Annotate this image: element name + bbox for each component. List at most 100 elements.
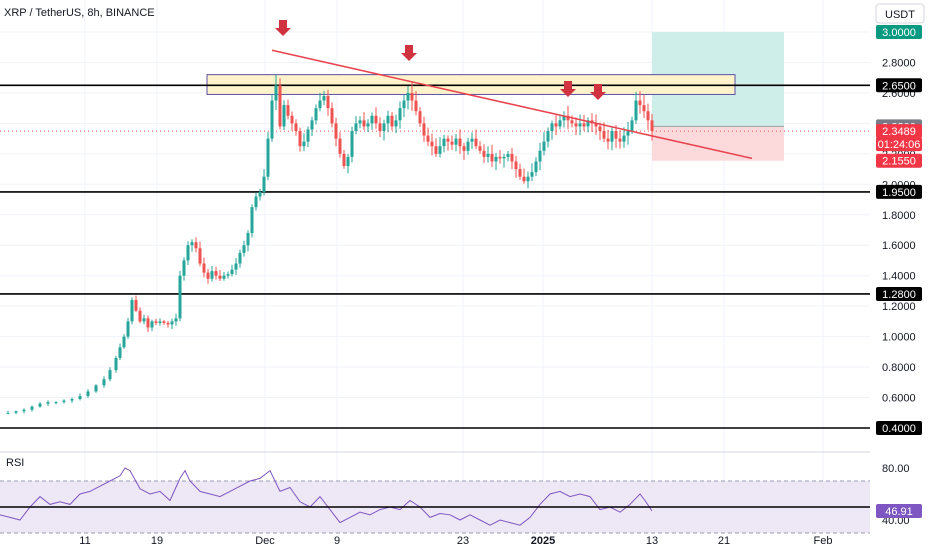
candle-body <box>466 141 470 151</box>
candle-body <box>402 100 406 109</box>
candle-body <box>338 138 342 154</box>
candle-body <box>258 191 262 197</box>
stop-badge: 2.1550 <box>882 156 916 168</box>
candle-body <box>554 123 558 127</box>
candle-body <box>350 131 354 157</box>
candle-body <box>326 95 330 109</box>
candle-body <box>546 131 550 142</box>
rsi-value-badge-bg <box>876 504 922 519</box>
candle-body <box>450 141 454 145</box>
candle-body <box>262 176 266 192</box>
candle-body <box>562 115 566 121</box>
candle-body <box>630 120 634 131</box>
candle-body <box>522 176 526 182</box>
trendline[interactable] <box>271 49 753 160</box>
target-badge-bg <box>876 25 922 39</box>
price-tick-label: 1.4000 <box>882 271 916 283</box>
candle-body <box>386 115 390 124</box>
candle-body <box>202 263 206 273</box>
candle-body <box>486 153 490 157</box>
candle-body <box>518 169 522 177</box>
candle-body <box>108 370 112 380</box>
candles <box>6 75 654 415</box>
horizontal-levels[interactable] <box>0 84 870 429</box>
candle-body <box>334 123 338 139</box>
candle-body <box>194 242 198 249</box>
candle-body <box>354 123 358 131</box>
candle-body <box>122 336 126 348</box>
candle-body <box>414 100 418 112</box>
candle-body <box>622 135 626 142</box>
candle-body <box>102 379 106 386</box>
candle-body <box>410 92 414 101</box>
candle-body <box>610 131 614 142</box>
candle-body <box>182 260 186 276</box>
currency-button[interactable]: USDT <box>885 9 915 21</box>
candle-body <box>30 406 34 410</box>
level-badge: 2.6500 <box>882 80 916 92</box>
down-arrows <box>275 20 606 100</box>
level-badge: 0.4000 <box>882 423 916 435</box>
candle-body <box>454 138 458 145</box>
candle-body <box>650 120 654 131</box>
time-tick-label: 9 <box>334 535 340 547</box>
candle-body <box>638 100 642 106</box>
candle-body <box>146 318 150 328</box>
candle-body <box>378 123 382 131</box>
down-arrow-icon <box>401 45 417 61</box>
candle-body <box>438 146 442 154</box>
candle-body <box>54 402 58 404</box>
candle-body <box>78 396 82 400</box>
candle-body <box>222 275 226 279</box>
rsi-tick-label: 80.00 <box>882 463 910 475</box>
candle-body <box>570 120 574 124</box>
time-tick-label: 11 <box>79 535 90 547</box>
time-tick-label: 23 <box>457 535 469 547</box>
candle-body <box>442 138 446 147</box>
price-tick-label: 0.8000 <box>882 362 916 374</box>
candle-body <box>398 108 402 121</box>
level-badge-bg <box>876 78 922 93</box>
candle-body <box>314 108 318 121</box>
candle-body <box>94 385 98 392</box>
price-tick-label: 1.0000 <box>882 332 916 344</box>
candle-body <box>226 274 230 276</box>
candle-body <box>322 95 326 101</box>
candle-body <box>114 357 118 371</box>
target-badge: 3.0000 <box>882 27 916 39</box>
candle-body <box>178 275 182 319</box>
candle-body <box>426 135 430 142</box>
candle-body <box>494 156 498 162</box>
candle-body <box>382 123 386 131</box>
time-tick-label: Feb <box>814 535 833 547</box>
candle-body <box>474 138 478 147</box>
candle-body <box>6 412 10 414</box>
candle-body <box>118 347 122 358</box>
candle-body <box>186 245 190 261</box>
candle-body <box>266 138 270 177</box>
symbol-title: XRP / TetherUS, 8h, BINANCE <box>4 7 155 19</box>
rsi-value-badge: 46.91 <box>885 506 913 518</box>
stop-badge-bg <box>876 153 922 168</box>
current-price-badge-bg <box>876 124 922 139</box>
down-arrow-icon <box>560 81 576 97</box>
candle-body <box>278 85 282 127</box>
candle-body <box>318 100 322 109</box>
down-arrow-icon <box>590 84 606 100</box>
candle-body <box>134 300 138 311</box>
candle-body <box>150 321 154 328</box>
stop-zone[interactable] <box>652 126 784 161</box>
currency-button-frame[interactable] <box>875 3 925 24</box>
candle-body <box>254 196 258 208</box>
candle-body <box>294 123 298 131</box>
price-tick-label: 0.6000 <box>882 393 916 405</box>
time-axis[interactable]: 11 19 Dec 9 23 2025 13 21 Feb <box>79 535 832 547</box>
candle-body <box>190 242 194 246</box>
price-tick-label: 1.8000 <box>882 210 916 222</box>
price-axis[interactable]: 3.00002.80002.60002.40002.20002.00001.80… <box>882 27 916 405</box>
candle-body <box>470 138 474 142</box>
candle-body <box>446 138 450 142</box>
candle-body <box>346 156 350 167</box>
grid <box>0 0 870 530</box>
